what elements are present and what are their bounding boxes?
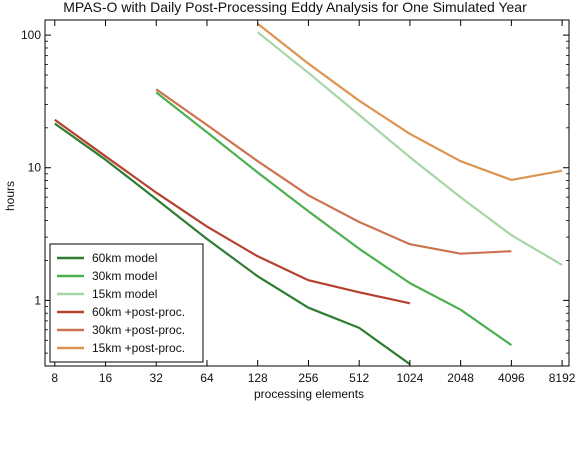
chart-title: MPAS-O with Daily Post-Processing Eddy A… <box>63 0 527 15</box>
x-tick-label: 512 <box>349 371 369 385</box>
series-line-6 <box>257 22 563 181</box>
legend: 60km model 30km model 15km model 60km +post… <box>49 243 204 363</box>
y-tick-label: 100 <box>21 28 41 42</box>
legend-entry: 15km +post-proc. <box>92 341 185 355</box>
series-line-1 <box>54 122 411 366</box>
plot-area <box>44 19 570 367</box>
y-tick-label: 1 <box>34 293 41 307</box>
series-line-3 <box>257 31 563 266</box>
x-tick-label: 64 <box>200 371 214 385</box>
x-tick-label: 8192 <box>549 371 576 385</box>
legend-entry: 60km +post-proc. <box>92 305 185 319</box>
legend-box <box>49 243 204 363</box>
x-tick-label: 4096 <box>498 371 525 385</box>
legend-entry: 15km model <box>92 287 157 301</box>
series-layer <box>54 22 563 366</box>
legend-entry: 60km model <box>92 251 157 265</box>
y-axis: 1 10 100 <box>21 28 569 354</box>
x-tick-label: 256 <box>298 371 318 385</box>
x-axis-label: processing elements <box>254 387 364 401</box>
y-axis-label: hours <box>3 181 17 211</box>
y-tick-label: 10 <box>28 161 42 175</box>
x-tick-label: 1024 <box>397 371 424 385</box>
x-tick-label: 32 <box>150 371 164 385</box>
x-axis: 8 16 32 64 128 256 512 1024 2048 4096 8192 <box>51 20 576 385</box>
x-tick-label: 2048 <box>447 371 474 385</box>
series-line-2 <box>155 91 513 347</box>
legend-entry: 30km model <box>92 269 157 283</box>
series-line-4 <box>54 118 411 305</box>
x-tick-label: 16 <box>99 371 113 385</box>
legend-entry: 30km +post-proc. <box>92 323 185 337</box>
x-tick-label: 8 <box>51 371 58 385</box>
series-line-5 <box>155 88 512 255</box>
x-tick-label: 128 <box>248 371 268 385</box>
